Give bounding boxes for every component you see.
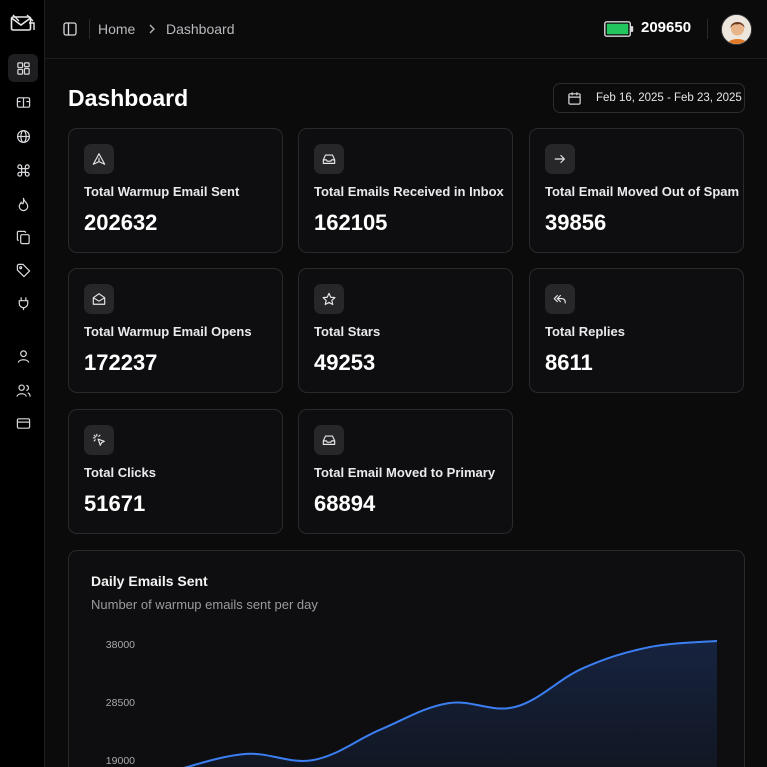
- sidebar-item-integrations[interactable]: [8, 289, 38, 317]
- date-range-text: Feb 16, 2025 - Feb 23, 2025: [596, 92, 742, 104]
- stat-card-warmup-opens: Total Warmup Email Opens 172237: [68, 268, 283, 393]
- stat-value: 49253: [314, 350, 376, 375]
- stat-value: 162105: [314, 210, 388, 235]
- stat-card-stars: Total Stars 49253: [298, 268, 513, 393]
- stat-value: 172237: [84, 350, 158, 375]
- chart-series-line: [183, 639, 718, 767]
- inbox-icon: [322, 154, 336, 164]
- command-icon: [16, 163, 30, 177]
- y-tick-label: 19000: [106, 755, 135, 767]
- daily-emails-chart-card: 38000 28500 19000 Daily Emails Sent Number…: [68, 550, 745, 767]
- card-icon-box: [84, 144, 114, 174]
- chevron-right-icon: [149, 24, 155, 34]
- date-range-picker[interactable]: Feb 16, 2025 - Feb 23, 2025: [553, 83, 745, 113]
- stat-card-received-inbox: Total Emails Received in Inbox 162105: [298, 128, 513, 253]
- card-icon-box: [314, 425, 344, 455]
- sidebar-item-inbox[interactable]: [8, 88, 38, 116]
- stat-card-warmup-sent: Total Warmup Email Sent 202632: [68, 128, 283, 253]
- users-icon: [15, 383, 31, 397]
- globe-icon: [16, 129, 30, 143]
- copy-icon: [16, 230, 30, 244]
- credits-balance: 209650: [641, 19, 692, 36]
- card-icon-box: [545, 144, 575, 174]
- breadcrumb-home-link[interactable]: Home: [98, 21, 136, 37]
- card-icon-box: [84, 425, 114, 455]
- stat-value: 68894: [314, 491, 376, 516]
- sidebar-item-team[interactable]: [8, 376, 38, 404]
- dashboard-grid-icon: [16, 61, 30, 75]
- breadcrumb-current: Dashboard: [166, 21, 235, 37]
- stat-value: 39856: [545, 210, 607, 235]
- stat-value: 202632: [84, 210, 158, 235]
- sidebar: [0, 0, 45, 767]
- daily-emails-chart: 38000 28500 19000: [106, 639, 718, 767]
- chart-title: Daily Emails Sent: [91, 573, 208, 589]
- stat-value: 8611: [545, 350, 593, 375]
- envelope-logo-icon[interactable]: [10, 12, 36, 34]
- chart-subtitle: Number of warmup emails sent per day: [91, 597, 318, 612]
- stat-value: 51671: [84, 491, 146, 516]
- sidebar-item-profile[interactable]: [8, 342, 38, 370]
- plug-icon: [18, 296, 28, 310]
- page-title: Dashboard: [68, 85, 189, 111]
- calendar-icon: [568, 91, 581, 105]
- battery-icon: [604, 21, 634, 37]
- sidebar-item-templates[interactable]: [8, 223, 38, 251]
- tag-icon: [16, 263, 30, 277]
- mail-open-icon: [92, 293, 106, 305]
- sidebar-item-dashboard[interactable]: [8, 54, 38, 82]
- stat-label: Total Email Moved Out of Spam: [545, 184, 740, 199]
- sidebar-item-commands[interactable]: [8, 156, 38, 184]
- stat-label: Total Warmup Email Sent: [84, 184, 240, 199]
- top-header: Home Dashboard 209650: [45, 0, 767, 59]
- stat-label: Total Warmup Email Opens: [84, 324, 252, 339]
- header-divider: [707, 19, 708, 39]
- send-triangle-icon: [92, 153, 106, 165]
- stat-label: Total Clicks: [84, 465, 157, 480]
- sidebar-toggle-icon: [63, 22, 77, 36]
- sidebar-item-domains[interactable]: [8, 122, 38, 150]
- sidebar-item-warmup[interactable]: [8, 190, 38, 218]
- stat-card-clicks: Total Clicks 51671: [68, 409, 283, 534]
- stat-label: Total Email Moved to Primary: [314, 465, 496, 480]
- y-tick-label: 28500: [106, 697, 135, 709]
- sidebar-toggle-button[interactable]: [61, 20, 79, 38]
- card-icon-box: [314, 144, 344, 174]
- reply-all-icon: [553, 294, 566, 304]
- sidebar-item-tags[interactable]: [8, 256, 38, 284]
- stat-card-moved-primary: Total Email Moved to Primary 68894: [298, 409, 513, 534]
- header-divider: [89, 19, 90, 39]
- stat-label: Total Emails Received in Inbox: [314, 184, 504, 199]
- stat-label: Total Replies: [545, 324, 625, 339]
- inbox-icon: [322, 435, 336, 445]
- sidebar-item-billing[interactable]: [8, 409, 38, 437]
- stat-card-out-of-spam: Total Email Moved Out of Spam 39856: [529, 128, 744, 253]
- arrow-right-icon: [554, 154, 565, 164]
- user-icon: [17, 349, 29, 363]
- card-icon-box: [314, 284, 344, 314]
- cursor-click-icon: [92, 433, 105, 446]
- flame-icon: [18, 197, 28, 211]
- stat-card-replies: Total Replies 8611: [529, 268, 744, 393]
- user-avatar-icon: [722, 15, 751, 44]
- credit-card-icon: [16, 417, 30, 429]
- card-icon-box: [84, 284, 114, 314]
- y-tick-label: 38000: [106, 639, 135, 651]
- inbox-panel-icon: [16, 96, 30, 108]
- stat-label: Total Stars: [314, 324, 381, 339]
- card-icon-box: [545, 284, 575, 314]
- chart-area-fill: [187, 640, 717, 767]
- star-icon: [322, 292, 336, 306]
- avatar[interactable]: [721, 14, 752, 45]
